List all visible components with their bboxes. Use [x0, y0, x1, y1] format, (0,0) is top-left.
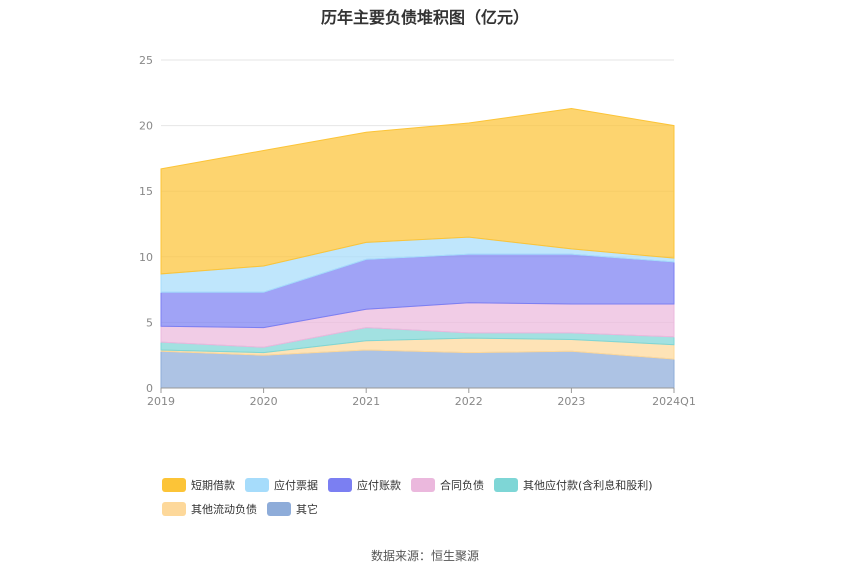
- legend-swatch: [162, 502, 186, 516]
- x-tick-label: 2023: [557, 395, 585, 408]
- chart-legend: 短期借款 应付票据 应付账款 合同负债 其他应付款(含利息和股利) 其他流动负债 其它: [162, 473, 762, 521]
- legend-label: 其它: [296, 503, 318, 516]
- legend-item[interactable]: 应付账款: [328, 477, 401, 493]
- legend-row: 其他流动负债 其它: [162, 497, 762, 521]
- y-tick-label: 20: [139, 120, 153, 133]
- legend-label: 其他流动负债: [191, 503, 257, 516]
- legend-item[interactable]: 合同负债: [411, 477, 484, 493]
- legend-label: 应付账款: [357, 479, 401, 492]
- legend-item[interactable]: 其它: [267, 501, 318, 517]
- legend-swatch: [494, 478, 518, 492]
- area-series: [160, 107, 675, 275]
- legend-swatch: [267, 502, 291, 516]
- y-tick-label: 15: [139, 185, 153, 198]
- x-tick-label: 2024Q1: [652, 395, 696, 408]
- y-tick-label: 0: [146, 382, 153, 395]
- legend-item[interactable]: 其他应付款(含利息和股利): [494, 477, 653, 493]
- legend-item[interactable]: 其他流动负债: [162, 501, 257, 517]
- legend-swatch: [328, 478, 352, 492]
- x-tick-label: 2020: [250, 395, 278, 408]
- legend-swatch: [411, 478, 435, 492]
- legend-item[interactable]: 应付票据: [245, 477, 318, 493]
- area-series: [160, 349, 675, 389]
- legend-label: 应付票据: [274, 479, 318, 492]
- x-tick-label: 2019: [147, 395, 175, 408]
- x-tick-label: 2021: [352, 395, 380, 408]
- y-tick-label: 10: [139, 251, 153, 264]
- x-tick-label: 2022: [455, 395, 483, 408]
- legend-label: 合同负债: [440, 479, 484, 492]
- chart-title: 历年主要负债堆积图（亿元）: [320, 8, 529, 27]
- legend-swatch: [245, 478, 269, 492]
- legend-swatch: [162, 478, 186, 492]
- legend-label: 其他应付款(含利息和股利): [523, 479, 653, 492]
- data-source-note: 数据来源：恒生聚源: [370, 549, 479, 563]
- y-tick-label: 25: [139, 54, 153, 67]
- legend-row: 短期借款 应付票据 应付账款 合同负债 其他应付款(含利息和股利): [162, 473, 762, 497]
- legend-label: 短期借款: [191, 479, 235, 492]
- y-tick-label: 5: [146, 316, 153, 329]
- legend-item[interactable]: 短期借款: [162, 477, 235, 493]
